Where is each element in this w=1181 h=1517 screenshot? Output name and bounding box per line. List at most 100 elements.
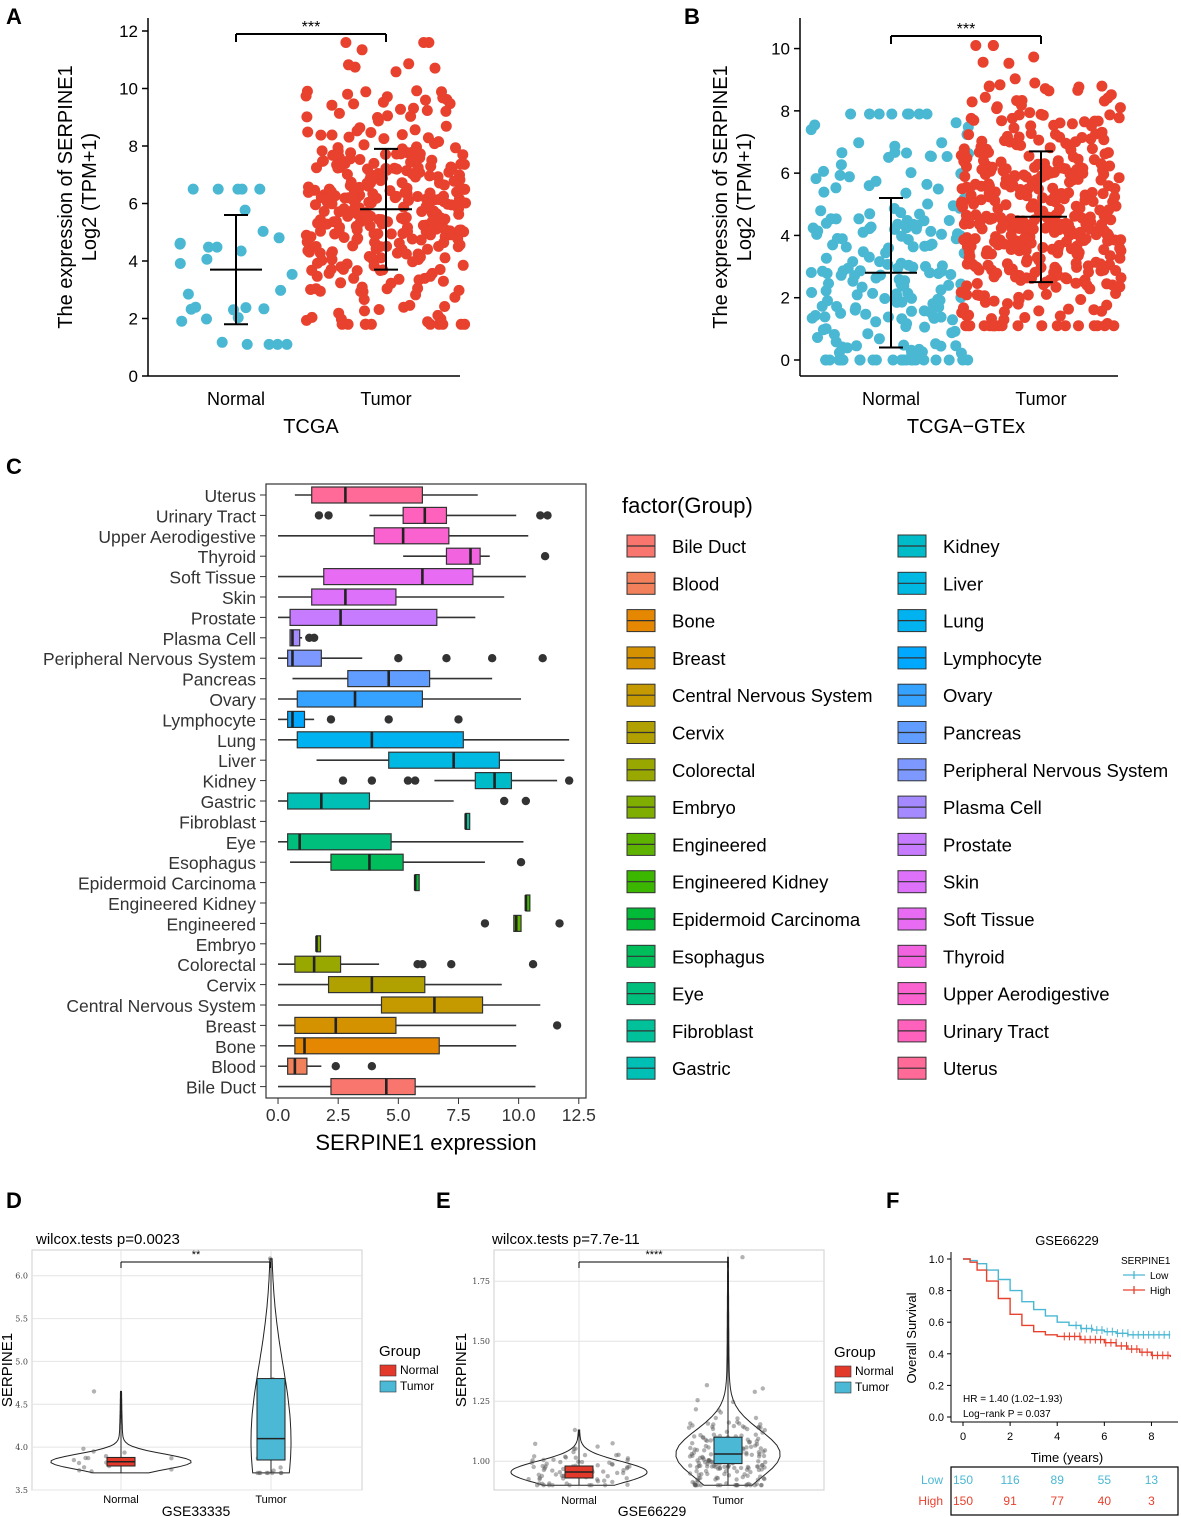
jitter-point — [625, 1465, 630, 1470]
y-tick-label: 10 — [771, 40, 790, 59]
category-label: Bile Duct — [186, 1078, 256, 1098]
data-point — [258, 303, 270, 315]
data-point — [281, 338, 293, 350]
jitter-point — [698, 1433, 703, 1438]
data-point — [385, 228, 397, 240]
data-point — [974, 290, 985, 301]
data-point — [1098, 95, 1110, 107]
jitter-point — [561, 1466, 566, 1472]
data-point — [896, 354, 907, 366]
legend-label: Bile Duct — [672, 536, 746, 557]
jitter-point — [735, 1416, 740, 1421]
panel-f-risk-table — [950, 1466, 1179, 1516]
data-point — [1070, 277, 1082, 289]
data-point — [1021, 256, 1032, 268]
jitter-point — [746, 1466, 751, 1471]
data-point — [1108, 320, 1120, 332]
data-point — [820, 354, 832, 366]
data-point — [396, 129, 408, 141]
jitter-point — [717, 1466, 722, 1471]
data-point — [440, 120, 452, 132]
data-point — [1104, 109, 1116, 121]
jitter-point — [708, 1438, 713, 1443]
jitter-point — [695, 1478, 701, 1484]
data-point — [1066, 118, 1078, 130]
jitter-point — [705, 1461, 710, 1467]
data-point — [820, 323, 832, 335]
category-label: Gastric — [201, 792, 257, 812]
data-point — [408, 102, 419, 114]
data-point — [921, 178, 933, 190]
outlier-point — [528, 960, 538, 969]
legend-label: Lung — [943, 611, 984, 632]
jitter-point — [748, 1483, 753, 1488]
jitter-point — [705, 1471, 710, 1477]
jitter-point — [696, 1460, 701, 1466]
data-point — [979, 91, 991, 103]
jitter-point — [91, 1389, 97, 1394]
outlier-point — [564, 776, 574, 785]
panel-e-legend-tumor-key — [834, 1381, 852, 1394]
category-label: Liver — [218, 751, 256, 771]
y-tick-label: 0 — [129, 367, 138, 386]
legend-label: Thyroid — [943, 946, 1005, 967]
jitter-point — [734, 1469, 740, 1474]
jitter-point — [550, 1483, 555, 1488]
data-point — [303, 181, 314, 193]
jitter-point — [762, 1465, 767, 1470]
jitter-point — [749, 1452, 754, 1458]
jitter-point — [698, 1483, 703, 1488]
data-point — [1019, 312, 1031, 323]
jitter-point — [722, 1464, 727, 1470]
jitter-point — [745, 1482, 750, 1487]
jitter-point — [576, 1459, 581, 1464]
jitter-point — [688, 1463, 693, 1468]
jitter-point — [742, 1472, 747, 1477]
legend-label: Colorectal — [672, 760, 755, 781]
jitter-point — [688, 1445, 693, 1451]
jitter-point — [169, 1467, 174, 1472]
data-point — [810, 173, 822, 185]
x-tick-label: 8 — [1148, 1431, 1154, 1443]
data-point — [823, 278, 834, 289]
data-point — [957, 197, 969, 208]
jitter-point — [706, 1445, 711, 1450]
jitter-point — [687, 1454, 693, 1459]
jitter-point — [534, 1483, 540, 1488]
data-point — [351, 125, 363, 137]
y-tick-label: 4 — [781, 226, 790, 245]
data-point — [422, 132, 434, 144]
data-point — [342, 88, 354, 100]
data-point — [333, 107, 345, 119]
data-point — [338, 232, 350, 243]
legend-label: Embryo — [672, 797, 736, 818]
jitter-point — [700, 1455, 706, 1461]
data-point — [263, 338, 275, 350]
legend-label: Uterus — [943, 1058, 998, 1079]
jitter-point — [710, 1426, 716, 1432]
data-point — [437, 318, 449, 330]
jitter-point — [718, 1410, 723, 1415]
legend-label: Engineered Kidney — [672, 872, 829, 893]
data-point — [315, 192, 327, 204]
jitter-point — [595, 1479, 601, 1484]
data-point — [863, 251, 875, 263]
jitter-point — [589, 1483, 594, 1488]
survival-curve — [963, 1258, 1171, 1336]
panel-c-xlabel: SERPINE1 expression — [315, 1130, 536, 1155]
data-point — [1021, 272, 1032, 284]
data-point — [450, 142, 461, 154]
data-point — [426, 216, 438, 228]
x-tick-label: 12.5 — [562, 1105, 596, 1125]
jitter-point — [571, 1449, 576, 1455]
data-point — [1023, 150, 1035, 162]
panel-d-title: wilcox.tests p=0.0023 — [35, 1231, 180, 1248]
jitter-point — [744, 1452, 749, 1457]
data-point — [373, 304, 385, 315]
data-point — [422, 243, 433, 255]
jitter-point — [713, 1415, 718, 1421]
data-point — [437, 92, 449, 104]
data-point — [1109, 191, 1121, 203]
data-point — [439, 252, 451, 264]
data-point — [1073, 81, 1085, 93]
